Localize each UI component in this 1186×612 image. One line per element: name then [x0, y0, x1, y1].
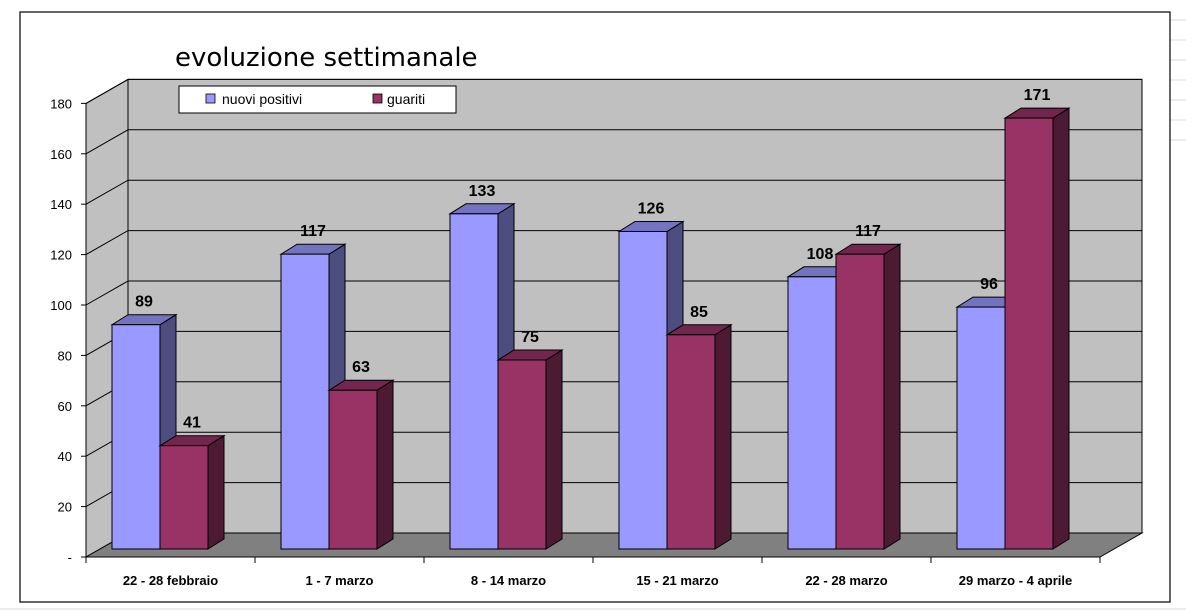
- bar-guariti-1-7-marzo: [327, 379, 395, 550]
- y-tick-label: 80: [58, 348, 72, 363]
- y-tick-label: 60: [58, 399, 72, 414]
- bar-guariti-22-28-marzo: [834, 243, 902, 550]
- gridline: [85, 78, 1142, 104]
- x-tick-label: 22 - 28 febbraio: [123, 573, 218, 588]
- bar-nuovi-positivi-22-28-febbraio: [110, 313, 178, 550]
- gridline: [85, 179, 1142, 205]
- bar-guariti-8-14-marzo: [496, 349, 564, 550]
- spreadsheet-gridlines: [0, 19, 1186, 610]
- bar-front: [835, 253, 885, 550]
- bar-front: [618, 230, 668, 550]
- legend-label-nuovi-positivi: nuovi positivi: [222, 91, 302, 107]
- bar-side: [207, 434, 225, 550]
- data-label-nuovi-positivi: 126: [638, 200, 665, 217]
- y-tick-label: 140: [50, 197, 72, 212]
- bar-front: [666, 334, 716, 550]
- legend-box: [178, 85, 457, 114]
- bar-guariti-29-marzo-4-aprile: [1003, 107, 1071, 550]
- x-tick-label: 29 marzo - 4 aprile: [959, 573, 1072, 588]
- y-tick-label: 20: [58, 500, 72, 515]
- gridline: [85, 129, 1142, 155]
- bar-side: [714, 323, 732, 550]
- bar-guariti-15-21-marzo: [665, 323, 733, 550]
- data-label-guariti: 171: [1024, 87, 1051, 104]
- data-labels: 89 41 117 63 133 75 126 85 108 117 96 171: [135, 87, 1050, 432]
- bars: [110, 107, 1071, 550]
- bar-front: [497, 359, 547, 550]
- data-label-guariti: 85: [690, 304, 708, 321]
- bar-front: [159, 445, 209, 550]
- data-label-guariti: 117: [855, 223, 881, 240]
- data-label-guariti: 75: [521, 329, 539, 346]
- data-label-guariti: 41: [183, 415, 201, 432]
- bar-front: [787, 276, 837, 550]
- y-tick-label: 160: [50, 147, 72, 162]
- legend-swatch-nuovi-positivi: [205, 93, 216, 104]
- bar-side: [545, 349, 563, 550]
- x-tick-label: 8 - 14 marzo: [471, 573, 546, 588]
- data-label-nuovi-positivi: 117: [300, 223, 326, 240]
- bar-front: [956, 306, 1006, 550]
- data-label-nuovi-positivi: 108: [807, 246, 834, 263]
- bar-front: [328, 389, 378, 550]
- chart-title: evoluzione settimanale: [175, 43, 478, 73]
- x-tick-label: 1 - 7 marzo: [306, 573, 374, 588]
- bar-front: [111, 324, 161, 550]
- bar-front: [1004, 117, 1054, 550]
- gridline: [85, 230, 1142, 256]
- x-tick-label: 22 - 28 marzo: [805, 573, 887, 588]
- data-label-nuovi-positivi: 89: [135, 294, 153, 311]
- legend: nuovi positivi guariti: [178, 85, 457, 114]
- x-tick-label: 15 - 21 marzo: [636, 573, 718, 588]
- axes: - 20 40 60 80 100 120 140 160 180 22 - 28 febbraio…: [50, 96, 1101, 588]
- bar-side: [1052, 107, 1070, 550]
- data-label-guariti: 63: [352, 359, 370, 376]
- y-tick-label: 120: [50, 248, 72, 263]
- legend-label-guariti: guariti: [387, 91, 425, 107]
- bar-front: [449, 213, 499, 550]
- data-label-nuovi-positivi: 96: [980, 276, 998, 293]
- y-tick-label: 40: [58, 449, 72, 464]
- y-tick-label: 100: [50, 298, 72, 313]
- y-tick-label: -: [68, 550, 72, 565]
- bar-front: [280, 253, 330, 550]
- bar-guariti-22-28-febbraio: [158, 434, 226, 550]
- bar-side: [883, 243, 901, 550]
- data-label-nuovi-positivi: 133: [469, 183, 496, 200]
- y-tick-label: 180: [50, 96, 72, 111]
- legend-swatch-guariti: [372, 93, 383, 104]
- bar-side: [376, 379, 394, 550]
